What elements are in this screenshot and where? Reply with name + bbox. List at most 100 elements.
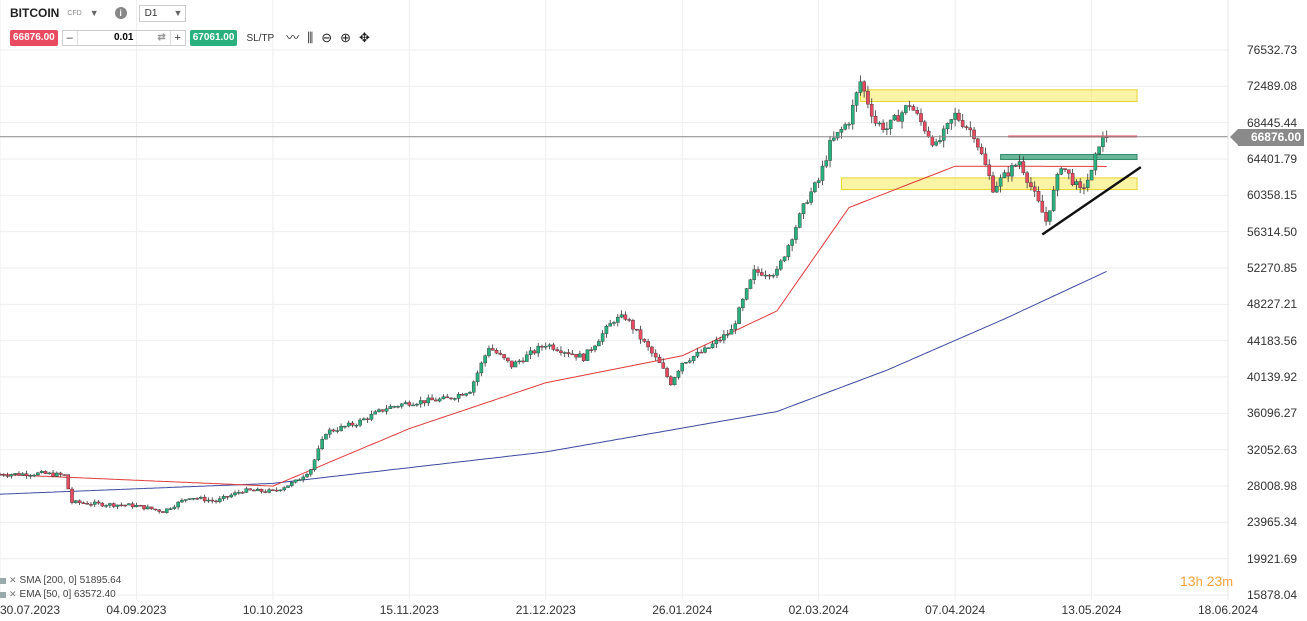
- candle-body: [600, 333, 605, 342]
- candle-body: [816, 180, 821, 183]
- candle-body: [790, 239, 794, 246]
- candle-body: [305, 474, 309, 478]
- candles: [0, 75, 1109, 514]
- candle-body: [240, 492, 245, 494]
- increase-button[interactable]: +: [174, 32, 181, 44]
- candle-body: [464, 393, 468, 396]
- candle-body: [521, 360, 525, 363]
- crosshair-icon[interactable]: ✥: [359, 30, 370, 45]
- candle-body: [47, 472, 52, 475]
- candle-body: [396, 406, 400, 408]
- candle-body: [957, 112, 961, 121]
- sell-button[interactable]: 66876.00: [10, 30, 58, 46]
- candle-body: [995, 185, 999, 193]
- candle-body: [39, 471, 44, 474]
- candle-body: [202, 496, 207, 502]
- candle-body: [297, 479, 302, 481]
- zoom-in-icon[interactable]: ⊕: [340, 30, 352, 45]
- candle-body: [388, 406, 393, 409]
- date-tick-label: 21.12.2023: [515, 603, 576, 617]
- candle-body: [1010, 165, 1014, 177]
- candle-body: [494, 350, 499, 354]
- candle-body: [543, 346, 548, 348]
- date-tick-label: 07.04.2024: [925, 603, 986, 617]
- candle-body: [725, 333, 730, 336]
- candle-body: [267, 489, 271, 493]
- candle-body: [873, 116, 878, 124]
- candle-body: [487, 348, 491, 356]
- candle-body: [532, 350, 537, 354]
- candle-body: [885, 128, 889, 130]
- decrease-button[interactable]: –: [66, 32, 73, 44]
- candle-body: [752, 269, 757, 280]
- quantity-stepper[interactable]: – 0.01 ⇄ +: [61, 30, 186, 46]
- candle-body: [85, 503, 89, 505]
- quantity-input[interactable]: 0.01 ⇄: [76, 31, 171, 45]
- candle-body: [672, 377, 677, 386]
- close-icon[interactable]: ✕: [9, 575, 17, 585]
- timeframe-select[interactable]: D1 ▼: [138, 4, 186, 22]
- candle-body: [835, 132, 840, 139]
- candle-body: [839, 129, 844, 133]
- yellow-zone[interactable]: [859, 89, 1138, 103]
- candle-body: [892, 115, 897, 121]
- symbol-dropdown-icon[interactable]: ▼: [89, 8, 99, 18]
- candle-body: [74, 500, 78, 503]
- trend-line[interactable]: [1041, 166, 1142, 236]
- candle-body: [741, 299, 745, 308]
- candle-body: [786, 245, 791, 258]
- indicator-legend-sma[interactable]: ✕ SMA [200, 0] 51895.64: [0, 575, 121, 586]
- candle-body: [365, 418, 370, 420]
- candle-body: [771, 275, 775, 277]
- candle-body: [327, 429, 332, 435]
- sma-200-line: [0, 270, 1107, 495]
- candle-body: [608, 323, 613, 327]
- date-tick-label: 02.03.2024: [788, 603, 849, 617]
- indicator-legend-ema[interactable]: ✕ EMA [50, 0] 63572.40: [0, 589, 116, 600]
- candlestick-icon[interactable]: ⫼: [307, 30, 314, 45]
- line-chart-icon[interactable]: 〰: [286, 30, 300, 45]
- candle-body: [187, 498, 192, 500]
- green-zone[interactable]: [1000, 154, 1138, 161]
- candle-body: [252, 489, 256, 492]
- candle-body: [460, 394, 465, 396]
- candle-body: [619, 314, 624, 318]
- candle-body: [695, 351, 700, 357]
- candle-body: [381, 409, 385, 412]
- drag-handle-icon[interactable]: [0, 577, 6, 584]
- candle-body: [578, 353, 582, 358]
- candle-body: [346, 422, 351, 427]
- candle-body: [130, 503, 135, 508]
- candle-body: [475, 372, 480, 383]
- swap-icon[interactable]: ⇄: [157, 32, 166, 43]
- close-icon[interactable]: ✕: [9, 589, 17, 599]
- candle-body: [657, 356, 662, 363]
- candle-body: [1085, 179, 1090, 188]
- info-icon[interactable]: i: [114, 7, 127, 19]
- candle-body: [312, 459, 317, 470]
- candle-body: [1055, 174, 1060, 191]
- candle-body: [1006, 172, 1010, 177]
- candle-body: [782, 256, 787, 262]
- candle-body: [642, 338, 647, 342]
- candle-body: [1036, 191, 1041, 202]
- zoom-out-icon[interactable]: ⊖: [321, 30, 333, 45]
- buy-button[interactable]: 67061.00: [189, 30, 238, 46]
- candle-body: [574, 354, 578, 358]
- candle-body: [89, 504, 93, 506]
- symbol-name[interactable]: BITCOIN: [10, 6, 60, 20]
- candle-body: [490, 348, 495, 351]
- candle-body: [498, 352, 503, 355]
- candle-body: [847, 123, 851, 126]
- sltp-button[interactable]: SL/TP: [246, 32, 275, 44]
- date-tick-label: 04.09.2023: [106, 603, 167, 617]
- drag-handle-icon[interactable]: [0, 591, 6, 598]
- trade-toolbar: 66876.00 – 0.01 ⇄ + 67061.00 SL/TP 〰 ⫼ ⊖ …: [10, 30, 370, 46]
- candle-body: [229, 494, 233, 498]
- candle-body: [559, 350, 563, 353]
- candle-body: [699, 351, 703, 354]
- date-tick-label: 30.07.2023: [0, 603, 61, 617]
- candle-body: [142, 505, 146, 510]
- candle-body: [570, 353, 575, 356]
